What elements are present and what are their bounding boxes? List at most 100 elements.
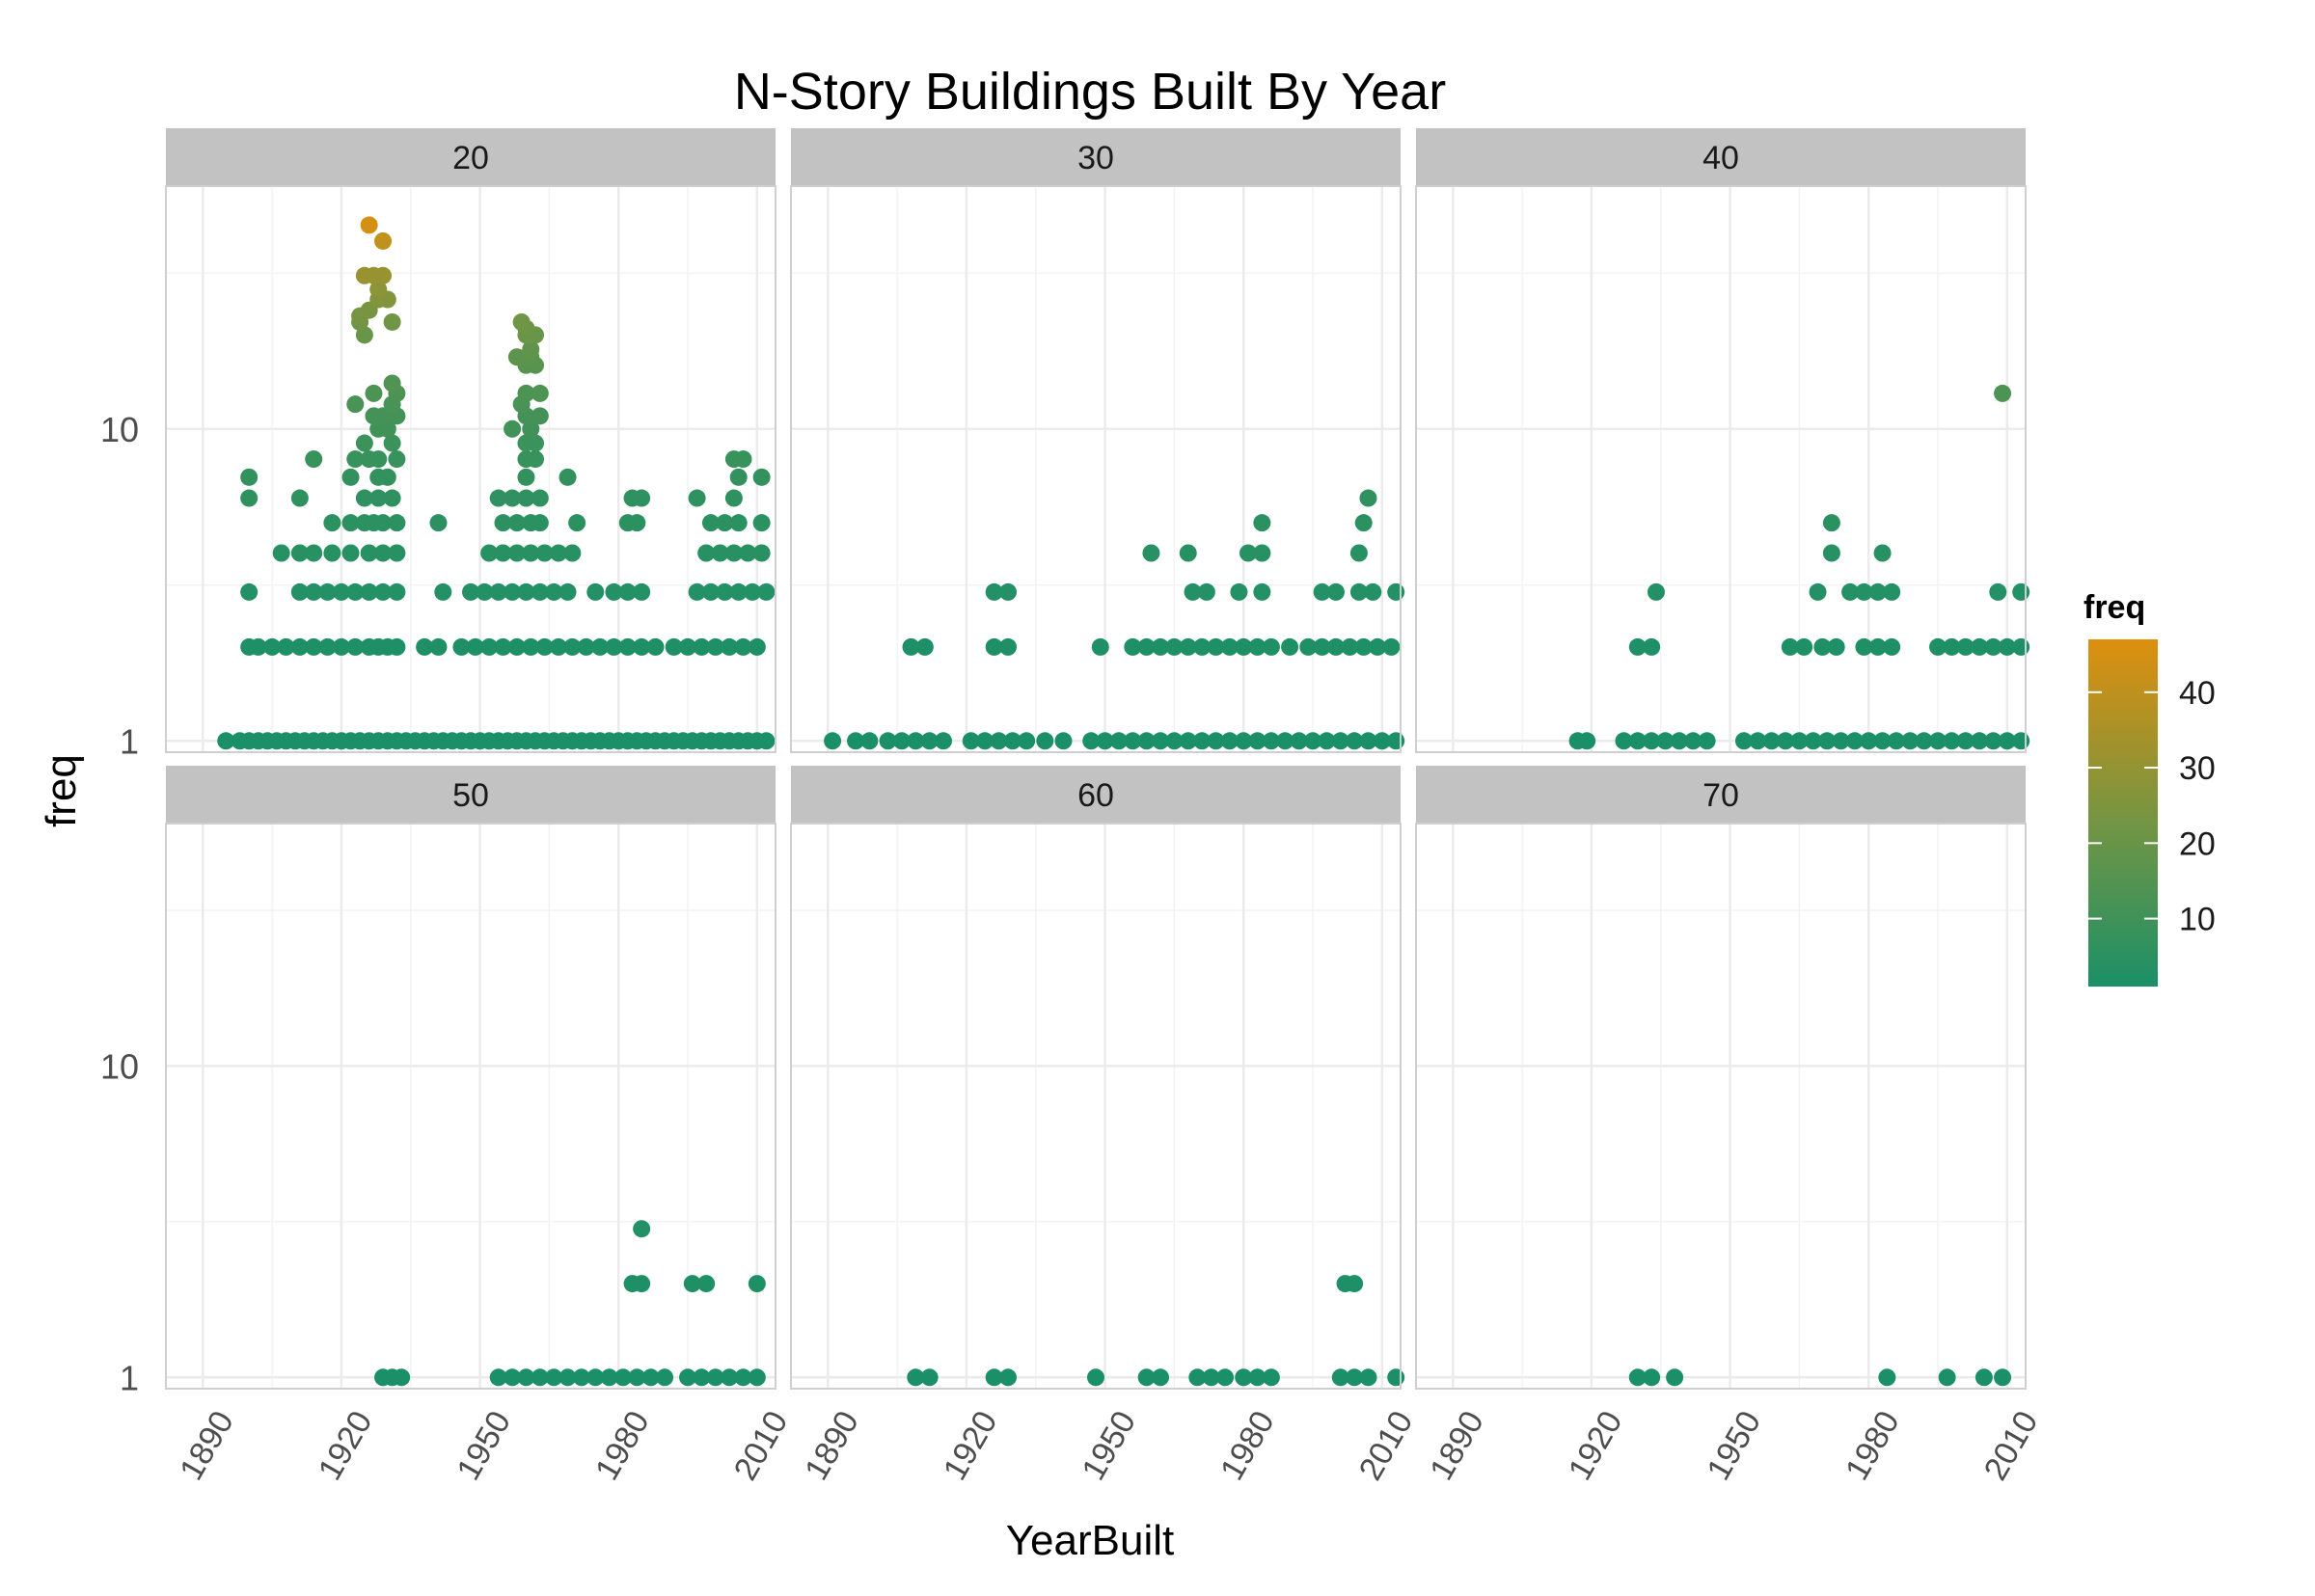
data-point [1152,637,1170,656]
data-point [693,1368,711,1387]
data-point [369,450,388,469]
data-point [535,637,554,656]
data-point [1124,732,1142,750]
data-point [393,1368,411,1387]
data-point [388,450,406,469]
data-point [517,489,535,507]
data-point [2012,637,2030,656]
data-point [716,514,734,532]
data-point [1003,732,1021,750]
data-point [920,732,939,750]
data-point [1994,1368,2012,1387]
data-point [1290,732,1308,750]
legend-tick-label: 20 [2179,825,2216,862]
data-point [369,281,388,299]
data-point [476,582,494,601]
data-point [1578,732,1596,750]
y-tick-label: 10 [100,410,139,449]
data-point [549,637,567,656]
data-point [504,489,522,507]
x-tick-label: 1890 [173,1405,241,1487]
data-point [1813,637,1832,656]
data-point [374,582,393,601]
data-point [290,637,309,656]
data-point [240,468,259,486]
data-point [729,582,748,601]
data-point [1248,1368,1266,1387]
data-point [721,1368,739,1387]
data-point [1956,637,1975,656]
data-point [1248,637,1266,656]
data-point [633,1220,651,1238]
data-point [217,732,235,750]
legend-tick-label: 40 [2179,675,2216,712]
data-point [1777,732,1795,750]
data-point [1809,582,1827,601]
data-point [383,312,401,331]
data-point [976,732,994,750]
data-point [1179,637,1197,656]
data-point [1184,582,1202,601]
data-point [1304,732,1322,750]
data-point [563,544,582,562]
data-point [1883,637,1901,656]
x-tick-label: 2010 [1977,1405,2046,1487]
data-point [517,582,535,601]
data-point [724,489,743,507]
data-point [1207,637,1225,656]
data-point [374,266,393,284]
data-point [369,489,388,507]
data-point [1036,732,1054,750]
data-point [462,582,479,601]
y-axis-title: freq [38,754,85,827]
data-point [748,1275,766,1293]
data-point [1207,732,1225,750]
data-point [1855,637,1873,656]
data-point [628,514,646,532]
facet-strip-label: 60 [1077,777,1114,814]
data-point [1082,732,1101,750]
panel-border [1415,823,2027,1390]
data-point [563,637,582,656]
data-point [679,1368,697,1387]
data-point [985,1368,1003,1387]
data-point [824,732,842,750]
data-point [724,544,743,562]
data-point [416,637,434,656]
data-point [1873,732,1892,750]
data-point [346,395,365,414]
data-point [683,1275,701,1293]
data-point [517,384,535,402]
data-point [1137,637,1156,656]
data-point [1262,637,1280,656]
data-point [531,514,549,532]
data-point [1354,514,1373,532]
data-point [383,374,401,392]
facet-strip [791,766,1401,824]
data-point [365,384,383,402]
data-point [531,489,549,507]
data-point [512,312,531,331]
data-point [360,544,378,562]
data-point [701,582,720,601]
panel-border [1415,185,2027,753]
data-point [706,637,724,656]
data-point [434,582,452,601]
data-point [1684,732,1702,750]
data-point [535,544,554,562]
data-point [305,450,323,469]
facet-panel-30: 30 [790,128,1405,753]
data-point [729,468,748,486]
data-point [522,544,540,562]
data-point [318,637,337,656]
data-point [1349,544,1368,562]
data-point [1628,1368,1647,1387]
data-point [1822,514,1840,532]
data-point [706,1368,724,1387]
data-point [388,582,406,601]
data-point [1984,732,2002,750]
data-point [346,582,365,601]
data-point [1781,637,1799,656]
x-axis-title: YearBuilt [1006,1517,1175,1564]
